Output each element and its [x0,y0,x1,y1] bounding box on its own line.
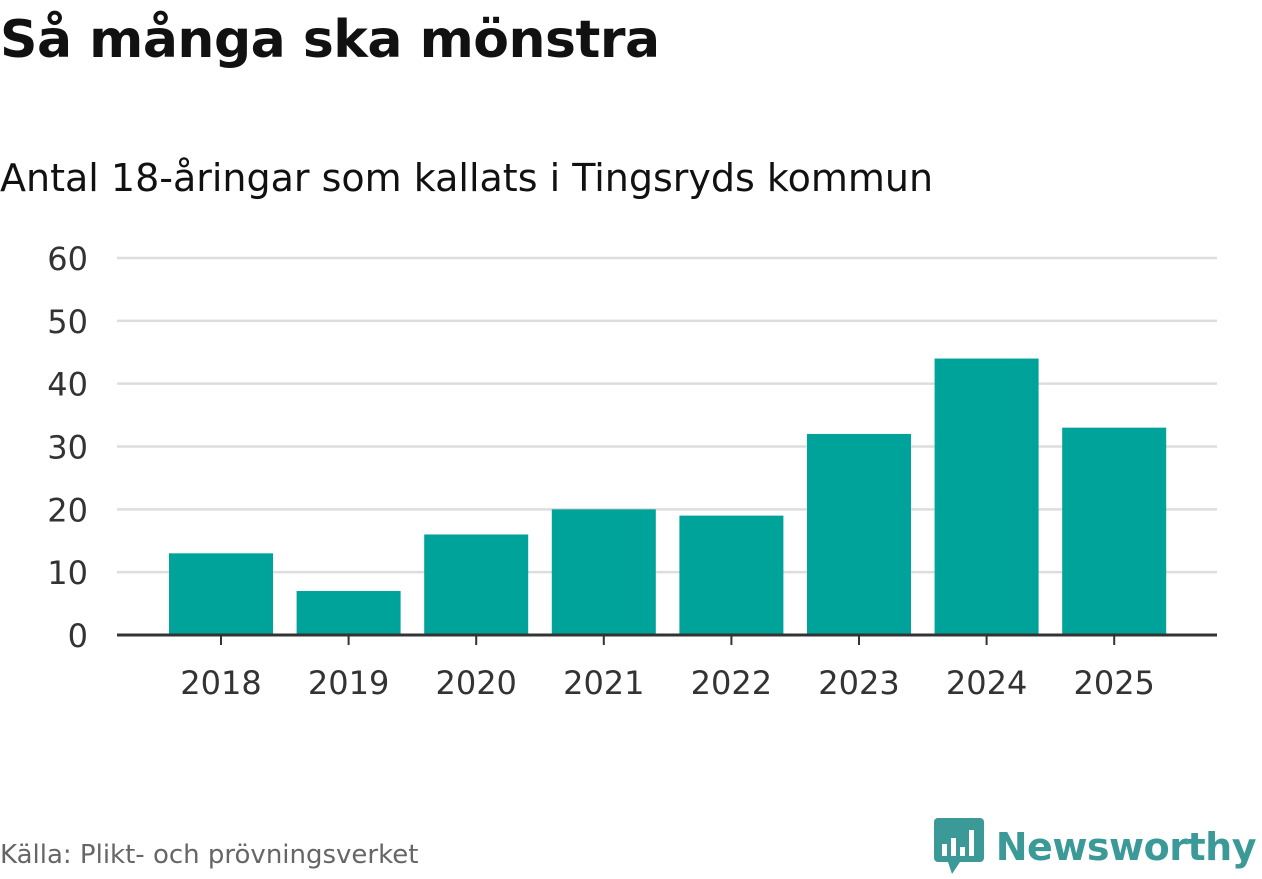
y-tick-label: 40 [47,366,88,404]
bar-2021[interactable] [551,509,656,635]
y-tick-label: 20 [47,491,88,529]
y-tick-label: 60 [47,240,88,278]
x-tick-label: 2021 [563,664,644,702]
y-tick-label: 50 [47,303,88,341]
y-tick-label: 30 [47,429,88,467]
chart-subtitle: Antal 18-åringar som kallats i Tingsryds… [0,156,934,200]
axes: 0 10 20 30 40 50 60 2018 2019 2020 2021 2022 2023 202… [47,240,1217,702]
gridlines [117,256,1217,574]
x-tick-label: 2024 [946,664,1027,702]
x-tick-label: 2019 [308,664,389,702]
newsworthy-logo-icon [933,818,984,874]
bar-2019[interactable] [296,591,401,635]
bar-2018[interactable] [169,553,273,635]
bar-2025[interactable] [1062,427,1167,635]
x-tick-label: 2025 [1073,664,1154,702]
x-tick-label: 2020 [435,664,516,702]
y-tick-label: 0 [68,617,88,655]
bars [169,358,1167,635]
x-tick-label: 2023 [818,664,899,702]
x-tick-label: 2022 [691,664,772,702]
bar-2024[interactable] [934,358,1039,635]
bar-2022[interactable] [679,515,784,635]
brand-logo[interactable]: Newsworthy [933,818,1257,876]
bar-2020[interactable] [424,534,529,635]
source-note: Källa: Plikt- och prövningsverket [0,840,419,870]
brand-name: Newsworthy [995,825,1257,869]
x-tick-label: 2018 [180,664,261,702]
chart-title: Så många ska mönstra [0,10,660,70]
y-tick-label: 10 [47,554,88,592]
bar-2023[interactable] [807,433,911,635]
